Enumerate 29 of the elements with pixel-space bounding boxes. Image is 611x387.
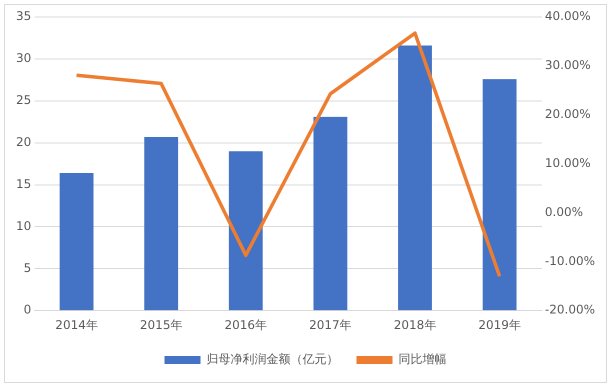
x-tick-label: 2018年: [394, 318, 436, 332]
y2-tick-label: 20.00%: [544, 106, 591, 121]
y-tick-label: 30: [16, 51, 32, 66]
y2-tick-label: 40.00%: [544, 9, 591, 24]
y-tick-label: 15: [16, 176, 32, 191]
y-tick-label: 20: [16, 134, 32, 149]
bar: [228, 151, 263, 310]
bar: [313, 116, 348, 310]
legend-label: 归母净利润金额（亿元）: [206, 352, 338, 366]
y-tick-label: 0: [24, 302, 32, 317]
x-tick-label: 2017年: [309, 318, 352, 332]
y-tick-label: 35: [16, 9, 32, 24]
bar: [482, 79, 517, 310]
y-tick-label: 10: [16, 218, 32, 233]
y2-tick-label: 30.00%: [544, 58, 591, 72]
x-tick-label: 2015年: [140, 318, 182, 332]
y2-tick-label: -10.00%: [544, 254, 596, 268]
y2-tick-label: 0.00%: [544, 204, 584, 219]
y2-tick-label: 10.00%: [544, 156, 591, 170]
bar: [60, 173, 94, 310]
x-tick-label: 2016年: [224, 318, 268, 332]
bar: [144, 136, 178, 310]
x-tick-label: 2019年: [478, 318, 521, 332]
legend-label: 同比增幅: [398, 352, 446, 366]
x-tick-label: 2014年: [55, 318, 98, 332]
y2-tick-label: -20.00%: [544, 302, 596, 317]
y-tick-label: 25: [16, 93, 32, 108]
y-tick-label: 5: [24, 260, 32, 275]
bar: [398, 46, 432, 310]
